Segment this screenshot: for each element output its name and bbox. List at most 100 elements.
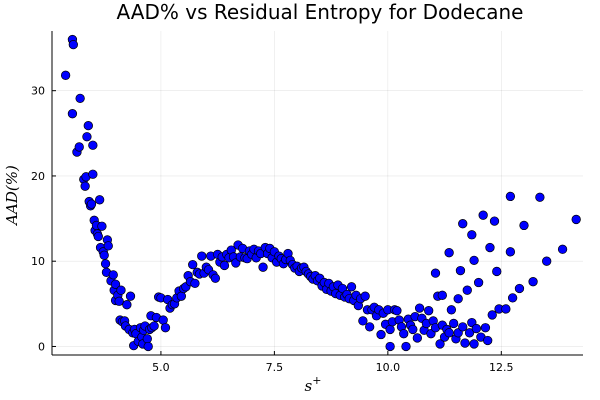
data-point [376, 329, 386, 340]
data-point [80, 181, 90, 191]
data-point [408, 324, 418, 335]
data-point [462, 285, 472, 295]
y-tick-label: 10 [31, 255, 45, 268]
data-point [385, 324, 395, 335]
data-point [122, 300, 132, 310]
data-point [430, 268, 441, 278]
data-point [95, 195, 105, 205]
y-tick-label: 30 [31, 85, 45, 98]
y-tick-label: 20 [31, 170, 45, 183]
data-point [365, 322, 375, 332]
data-point [346, 282, 357, 292]
data-point [437, 290, 447, 300]
axes [51, 31, 583, 356]
chart-title: AAD% vs Residual Entropy for Dodecane [117, 0, 524, 24]
data-point [435, 339, 445, 349]
data-point [412, 333, 422, 343]
y-axis-label: AAD(%) [3, 165, 21, 227]
data-point [385, 341, 395, 352]
data-point [401, 341, 411, 352]
data-point [501, 304, 511, 314]
data-point [86, 199, 97, 209]
data-point [446, 305, 457, 315]
data-point [469, 255, 479, 266]
data-point [197, 251, 207, 261]
data-point [489, 216, 500, 226]
data-point [483, 335, 493, 346]
data-point [444, 328, 454, 338]
grid [52, 31, 583, 355]
data-point [360, 291, 370, 301]
x-axis-label-superscript: + [312, 374, 321, 387]
ticks: 5.0 7.5 10.0 12.5 0 10 20 30 [31, 85, 514, 374]
x-tick-label: 7.5 [266, 361, 284, 374]
data-point [100, 259, 111, 269]
data-point [473, 277, 484, 288]
data-point [142, 334, 152, 344]
data-point [392, 306, 402, 316]
data-point [514, 283, 525, 294]
x-tick-label: 10.0 [376, 361, 401, 374]
data-point [125, 291, 136, 301]
data-point [88, 140, 98, 150]
data-point [485, 242, 495, 253]
data-point [519, 220, 529, 231]
data-point [116, 285, 126, 295]
data-point [424, 306, 434, 316]
data-point [190, 278, 200, 289]
data-point [487, 310, 497, 320]
data-point [60, 70, 71, 80]
data-point [557, 244, 568, 254]
data-point [453, 294, 463, 304]
data-point [103, 241, 113, 251]
x-axis-label-base: s [305, 377, 313, 395]
data-point [149, 321, 159, 331]
data-point [458, 322, 468, 332]
data-point [97, 221, 107, 231]
y-tick-label: 0 [38, 340, 45, 353]
data-point [444, 248, 454, 258]
data-point [83, 120, 93, 131]
data-point [464, 328, 475, 338]
data-point [75, 93, 85, 104]
data-point [108, 270, 118, 280]
data-point [258, 262, 268, 272]
data-point [508, 293, 518, 303]
data-point [480, 323, 491, 333]
x-tick-label: 5.0 [152, 361, 170, 374]
data-point [82, 132, 92, 142]
data-point [535, 192, 545, 202]
data-point [571, 214, 581, 225]
data-point [399, 329, 409, 339]
data-point [219, 260, 230, 271]
data-point [358, 316, 368, 326]
x-tick-label: 12.5 [489, 361, 514, 374]
data-point [93, 231, 103, 242]
data-point [74, 142, 84, 152]
data-point [455, 265, 466, 276]
data-point [542, 256, 552, 266]
data-point [160, 323, 171, 333]
data-point [67, 109, 78, 119]
data-point [210, 273, 221, 283]
data-point [88, 169, 98, 179]
data-point [176, 291, 186, 301]
data-point [467, 230, 477, 240]
data-point [158, 315, 168, 325]
data-point [505, 191, 516, 202]
data-point [414, 303, 425, 313]
x-axis-label: s+ [305, 374, 322, 395]
data-point [471, 323, 481, 334]
data-points [60, 34, 581, 352]
data-point [528, 277, 538, 287]
data-point [469, 339, 479, 349]
data-point [99, 250, 109, 260]
data-point [478, 210, 488, 220]
data-point [188, 259, 198, 270]
data-point [505, 247, 516, 257]
data-point [449, 318, 459, 329]
data-point [458, 219, 468, 229]
data-point [68, 39, 78, 50]
data-point [114, 296, 124, 306]
